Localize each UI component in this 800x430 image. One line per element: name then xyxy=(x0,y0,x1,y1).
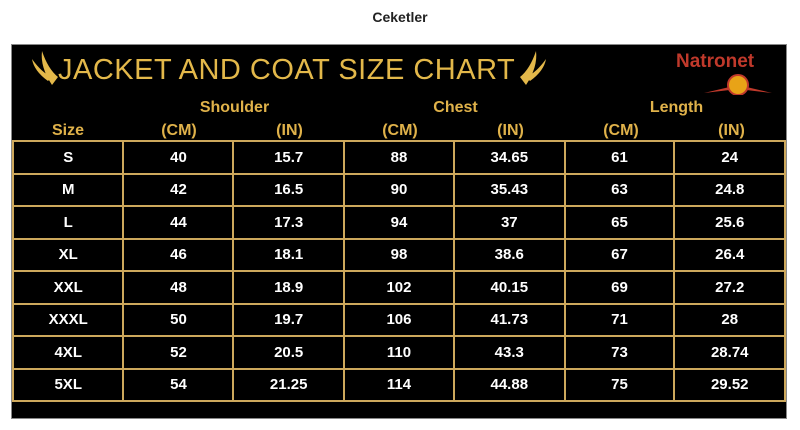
value-cell: 24.8 xyxy=(673,172,786,207)
table-row: XXXL 50 19.7 106 41.73 71 28 xyxy=(11,302,786,337)
value-cell: 114 xyxy=(342,367,456,402)
value-cell: 67 xyxy=(563,237,676,272)
size-cell: 5XL xyxy=(11,367,125,402)
value-cell: 48 xyxy=(122,270,235,305)
column-header: (IN) xyxy=(497,122,524,139)
value-cell: 40 xyxy=(122,140,235,175)
value-cell: 46 xyxy=(122,237,235,272)
logo-medal xyxy=(727,74,749,95)
value-cell: 75 xyxy=(563,367,676,402)
size-cell: XXL xyxy=(11,270,125,305)
value-cell: 28.74 xyxy=(673,335,786,370)
value-cell: 65 xyxy=(563,205,676,240)
table-row: 4XL 52 20.5 110 43.3 73 28.74 xyxy=(11,335,786,370)
value-cell: 110 xyxy=(342,335,456,370)
column-header: (IN) xyxy=(276,122,303,139)
size-cell: M xyxy=(11,172,125,207)
value-cell: 26.4 xyxy=(673,237,786,272)
page-title: Ceketler xyxy=(372,9,428,25)
table-row: M 42 16.5 90 35.43 63 24.8 xyxy=(11,172,786,207)
value-cell: 34.65 xyxy=(453,140,566,175)
value-cell: 18.1 xyxy=(232,237,345,272)
right-wing xyxy=(520,51,546,85)
size-cell: 4XL xyxy=(11,335,125,370)
column-header: Size xyxy=(51,122,84,139)
value-cell: 52 xyxy=(122,335,235,370)
column-header: (CM) xyxy=(382,122,418,139)
value-cell: 18.9 xyxy=(232,270,345,305)
value-cell: 21.25 xyxy=(232,367,345,402)
value-cell: 29.52 xyxy=(673,367,786,402)
value-cell: 71 xyxy=(563,302,676,337)
value-cell: 44 xyxy=(122,205,235,240)
table-row: XXL 48 18.9 102 40.15 69 27.2 xyxy=(11,270,786,305)
value-cell: 41.73 xyxy=(453,302,566,337)
value-cell: 40.15 xyxy=(453,270,566,305)
value-cell: 106 xyxy=(342,302,456,337)
value-cell: 61 xyxy=(563,140,676,175)
value-cell: 90 xyxy=(342,172,456,207)
table-row: S 40 15.7 88 34.65 61 24 xyxy=(11,140,786,175)
value-cell: 16.5 xyxy=(232,172,345,207)
value-cell: 43.3 xyxy=(453,335,566,370)
table-row: 5XL 54 21.25 114 44.88 75 29.52 xyxy=(11,367,786,402)
size-cell: XL xyxy=(11,237,125,272)
value-cell: 25.6 xyxy=(673,205,786,240)
value-cell: 44.88 xyxy=(453,367,566,402)
value-cell: 19.7 xyxy=(232,302,345,337)
size-cell: S xyxy=(11,140,125,175)
value-cell: 42 xyxy=(122,172,235,207)
size-cell: XXXL xyxy=(11,302,125,337)
value-cell: 24 xyxy=(673,140,786,175)
size-table: S 40 15.7 88 34.65 61 24 M 42 16.5 90 35.43 63 24.8 L 4… xyxy=(11,140,786,402)
value-cell: 38.6 xyxy=(453,237,566,272)
value-cell: 98 xyxy=(342,237,456,272)
table-row: XL 46 18.1 98 38.6 67 26.4 xyxy=(11,237,786,272)
size-cell: L xyxy=(11,205,125,240)
value-cell: 102 xyxy=(342,270,456,305)
value-cell: 69 xyxy=(563,270,676,305)
value-cell: 94 xyxy=(342,205,456,240)
value-cell: 15.7 xyxy=(232,140,345,175)
logo: Natronet xyxy=(676,51,755,72)
table-row: L 44 17.3 94 37 65 25.6 xyxy=(11,205,786,240)
value-cell: 28 xyxy=(673,302,786,337)
group-header: Chest xyxy=(433,99,478,116)
decoration xyxy=(32,51,772,95)
chart-title: JACKET AND COAT SIZE CHART xyxy=(58,54,516,86)
value-cell: 37 xyxy=(453,205,566,240)
value-cell: 20.5 xyxy=(232,335,345,370)
value-cell: 50 xyxy=(122,302,235,337)
value-cell: 88 xyxy=(342,140,456,175)
left-wing xyxy=(32,51,58,85)
value-cell: 63 xyxy=(563,172,676,207)
column-header: (CM) xyxy=(603,122,639,139)
group-header: Shoulder xyxy=(199,99,270,116)
column-header: (IN) xyxy=(718,122,745,139)
group-header: Length xyxy=(649,99,704,116)
value-cell: 35.43 xyxy=(453,172,566,207)
value-cell: 54 xyxy=(122,367,235,402)
size-chart: JACKET AND COAT SIZE CHART Natronet Shou… xyxy=(11,45,786,418)
value-cell: 73 xyxy=(563,335,676,370)
column-header: (CM) xyxy=(161,122,197,139)
value-cell: 17.3 xyxy=(232,205,345,240)
value-cell: 27.2 xyxy=(673,270,786,305)
